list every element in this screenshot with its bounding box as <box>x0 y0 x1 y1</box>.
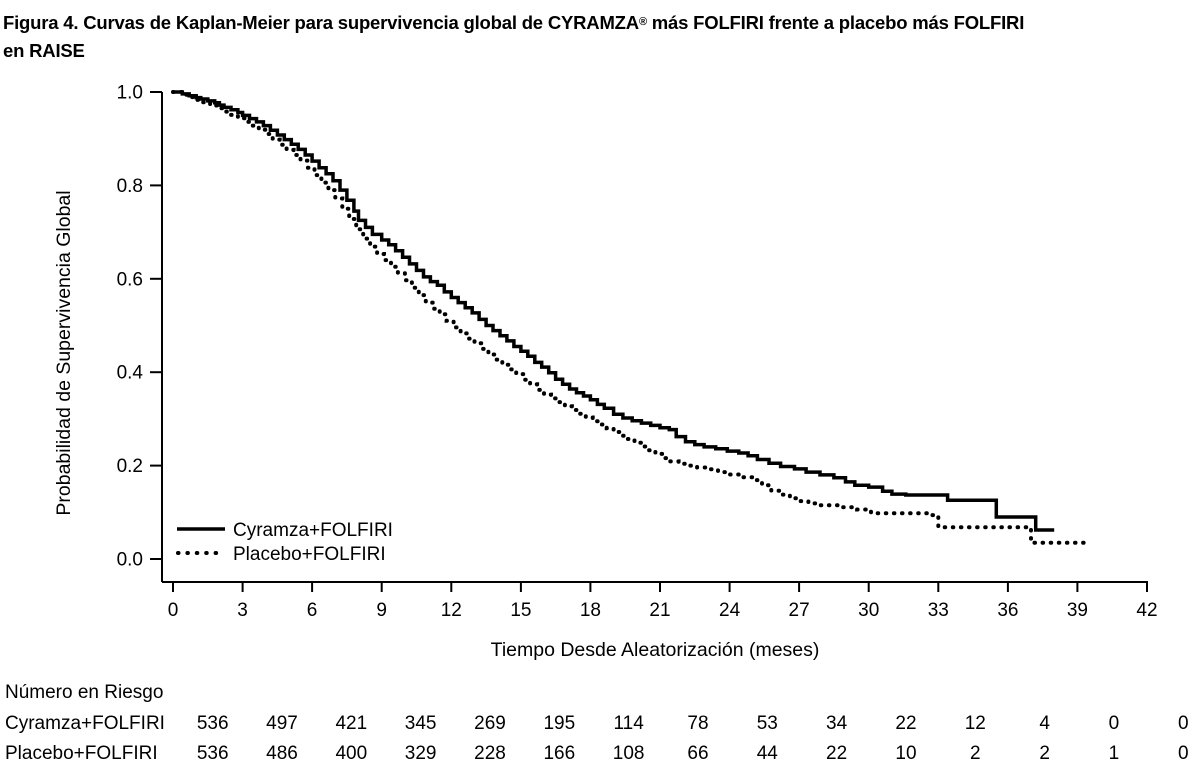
risk-value: 53 <box>756 713 778 734</box>
y-tick-label: 0.8 <box>117 176 143 197</box>
risk-value: 2 <box>1039 743 1050 764</box>
risk-value: 166 <box>543 743 576 764</box>
placebo-survival-curve <box>171 90 1087 545</box>
figure-title-text-cont: más FOLFIRI frente a placebo más FOLFIRI <box>646 12 1025 33</box>
risk-value: 536 <box>196 743 229 764</box>
y-tick-label: 0.6 <box>117 269 143 290</box>
y-axis: 0.0 0.2 0.4 0.6 0.8 1.0 <box>117 83 163 582</box>
risk-value: 400 <box>335 743 368 764</box>
risk-value: 22 <box>895 713 917 734</box>
x-tick-label: 33 <box>928 600 949 621</box>
cyramza-survival-curve <box>173 90 1055 532</box>
y-tick-label: 0.2 <box>117 456 143 477</box>
risk-row-label: Placebo+FOLFIRI <box>5 743 158 764</box>
risk-row-cyramza: Cyramza+FOLFIRI 536 497 421 345 269 195 114 78 5… <box>0 713 1203 739</box>
y-tick-label: 0.0 <box>117 550 143 571</box>
x-tick-label: 18 <box>580 600 601 621</box>
legend: Cyramza+FOLFIRI Placebo+FOLFIRI <box>176 520 393 565</box>
risk-value: 345 <box>404 713 437 734</box>
x-axis: 0 3 6 9 12 15 18 21 24 27 30 33 36 39 42 <box>162 581 1158 621</box>
x-tick-label: 30 <box>858 600 879 621</box>
x-ticks: 0 3 6 9 12 15 18 21 24 27 30 33 36 39 42 <box>168 582 1158 621</box>
x-tick-label: 36 <box>997 600 1018 621</box>
y-ticks: 0.0 0.2 0.4 0.6 0.8 1.0 <box>117 83 162 571</box>
x-tick-label: 24 <box>719 600 741 621</box>
risk-value: 536 <box>196 713 229 734</box>
x-tick-label: 42 <box>1136 600 1157 621</box>
risk-row-placebo: Placebo+FOLFIRI 536 486 400 329 228 166 108 66 4… <box>0 743 1203 769</box>
risk-value: 497 <box>266 713 298 734</box>
risk-value: 114 <box>613 713 644 734</box>
x-tick-label: 15 <box>510 600 531 621</box>
risk-value: 0 <box>1177 743 1189 764</box>
y-tick-label: 1.0 <box>117 83 143 104</box>
risk-value: 269 <box>474 713 506 734</box>
x-axis-title: Tiempo Desde Aleatorización (meses) <box>491 639 820 661</box>
x-tick-label: 9 <box>376 600 387 621</box>
risk-value: 108 <box>612 743 645 764</box>
risk-value: 421 <box>335 713 368 734</box>
y-axis-title: Probabilidad de Supervivencia Global <box>53 190 75 515</box>
x-tick-label: 6 <box>307 600 318 621</box>
legend-label-placebo: Placebo+FOLFIRI <box>233 544 386 565</box>
legend-label-cyramza: Cyramza+FOLFIRI <box>233 520 393 541</box>
risk-value: 44 <box>756 743 778 764</box>
risk-value: 78 <box>687 713 709 734</box>
risk-value: 0 <box>1108 713 1120 734</box>
risk-value: 228 <box>474 743 506 764</box>
risk-value: 4 <box>1039 713 1050 734</box>
risk-value: 329 <box>404 743 437 764</box>
risk-value: 22 <box>826 743 848 764</box>
x-tick-label: 0 <box>168 600 179 621</box>
registered-trademark-symbol: ® <box>638 16 647 28</box>
risk-value: 0 <box>1177 713 1189 734</box>
figure-title-line1: Figura 4. Curvas de Kaplan-Meier para su… <box>3 8 1173 37</box>
risk-row-label: Cyramza+FOLFIRI <box>5 713 165 734</box>
risk-table-heading: Número en Riesgo <box>5 682 164 703</box>
figure-title-text: Figura 4. Curvas de Kaplan-Meier para su… <box>3 12 639 33</box>
risk-value: 12 <box>964 713 986 734</box>
risk-value: 486 <box>266 743 298 764</box>
risk-value: 66 <box>687 743 709 764</box>
x-tick-label: 12 <box>441 600 462 621</box>
risk-value: 1 <box>1108 743 1120 764</box>
risk-value: 2 <box>969 743 981 764</box>
x-tick-label: 39 <box>1067 600 1088 621</box>
figure-title: Figura 4. Curvas de Kaplan-Meier para su… <box>3 8 1173 65</box>
risk-value: 34 <box>826 713 848 734</box>
x-tick-label: 3 <box>237 600 248 621</box>
risk-values-row: 536 486 400 329 228 166 108 66 44 22 10 2 2 1 0 <box>178 743 1203 765</box>
y-tick-label: 0.4 <box>117 363 144 384</box>
figure-title-line2: en RAISE <box>3 40 85 61</box>
risk-value: 10 <box>895 743 917 764</box>
curves <box>171 90 1087 545</box>
risk-values-row: 536 497 421 345 269 195 114 78 53 34 22 12 4 0 0 <box>178 713 1203 735</box>
x-tick-label: 21 <box>649 600 670 621</box>
risk-value: 195 <box>543 713 576 734</box>
x-tick-label: 27 <box>789 600 810 621</box>
